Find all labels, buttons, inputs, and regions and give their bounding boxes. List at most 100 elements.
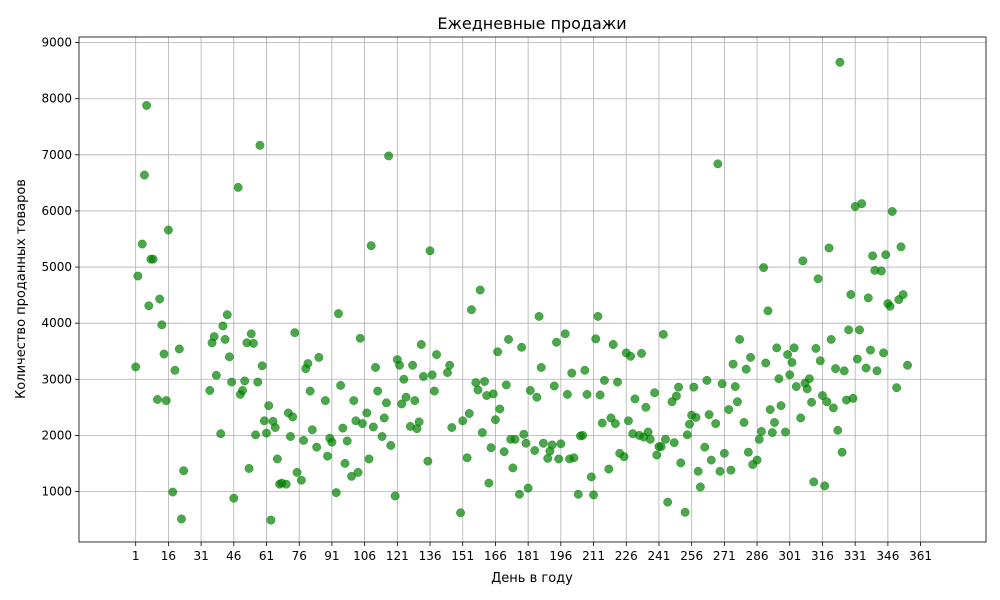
data-point xyxy=(209,332,219,342)
data-point xyxy=(157,320,167,330)
data-point xyxy=(623,416,633,426)
data-point xyxy=(488,389,498,399)
data-point xyxy=(630,394,640,404)
data-point xyxy=(730,382,740,392)
data-point xyxy=(153,395,162,404)
data-point xyxy=(272,454,282,464)
x-tick-label: 286 xyxy=(746,549,769,563)
data-point xyxy=(270,423,280,432)
data-point xyxy=(427,370,437,380)
data-point xyxy=(676,458,686,468)
data-point xyxy=(142,101,152,110)
data-point xyxy=(473,385,483,395)
data-point xyxy=(613,377,622,387)
data-point xyxy=(693,466,703,476)
data-point xyxy=(826,334,836,344)
data-point xyxy=(658,329,668,339)
data-point xyxy=(168,487,178,497)
data-point xyxy=(761,358,771,368)
data-point xyxy=(131,362,141,372)
data-point xyxy=(608,340,618,349)
data-point xyxy=(504,334,513,344)
data-point xyxy=(711,419,721,429)
data-point xyxy=(386,441,396,450)
data-point xyxy=(554,454,564,464)
data-point xyxy=(848,393,858,403)
data-point xyxy=(776,401,786,411)
chart-title: Ежедневные продажи xyxy=(437,14,626,33)
data-point xyxy=(650,388,660,398)
data-point xyxy=(429,386,439,396)
data-point xyxy=(689,382,699,392)
data-point xyxy=(547,440,557,450)
x-tick-label: 136 xyxy=(419,549,442,563)
data-point xyxy=(447,423,457,432)
data-point xyxy=(604,464,614,474)
data-point xyxy=(334,309,343,319)
data-point xyxy=(743,447,753,457)
data-point xyxy=(419,372,428,381)
x-tick-label: 76 xyxy=(292,549,307,563)
data-point xyxy=(220,334,230,344)
data-point xyxy=(499,447,509,457)
x-tick-label: 16 xyxy=(161,549,176,563)
data-point xyxy=(395,360,404,370)
data-point xyxy=(789,343,799,353)
data-point xyxy=(741,364,751,374)
data-point xyxy=(255,140,265,150)
x-tick-label: 166 xyxy=(484,549,507,563)
data-point xyxy=(248,338,258,348)
data-point xyxy=(381,398,391,408)
x-tick-label: 61 xyxy=(259,549,274,563)
data-point xyxy=(663,497,673,507)
data-point xyxy=(514,489,524,499)
data-point xyxy=(759,263,769,273)
data-point xyxy=(669,438,679,448)
data-point xyxy=(726,465,736,475)
data-point xyxy=(456,508,466,518)
data-point xyxy=(578,430,588,440)
data-point xyxy=(770,418,779,427)
data-point xyxy=(719,448,729,458)
data-point xyxy=(861,363,871,373)
data-point xyxy=(560,329,570,339)
x-tick-label: 1 xyxy=(132,549,140,563)
data-point xyxy=(177,514,186,524)
data-point xyxy=(844,325,854,335)
data-point xyxy=(349,396,359,406)
data-point xyxy=(837,447,847,457)
data-point xyxy=(501,380,511,390)
data-point xyxy=(425,246,435,256)
data-point xyxy=(732,397,742,407)
data-point xyxy=(240,376,250,386)
data-point xyxy=(286,432,295,441)
data-point xyxy=(872,366,882,376)
data-point xyxy=(423,456,433,466)
data-point xyxy=(323,451,333,461)
data-point xyxy=(824,243,834,253)
data-point xyxy=(327,437,337,447)
y-tick-label: 8000 xyxy=(41,92,72,106)
data-point xyxy=(342,436,352,446)
data-point xyxy=(739,418,749,427)
data-point xyxy=(357,419,367,429)
data-point xyxy=(307,425,317,435)
x-tick-label: 106 xyxy=(353,549,376,563)
data-point xyxy=(828,403,838,413)
data-point xyxy=(767,428,777,438)
data-point xyxy=(137,239,147,249)
data-point xyxy=(754,434,764,444)
x-tick-label: 346 xyxy=(876,549,899,563)
data-point xyxy=(724,405,734,415)
data-point xyxy=(549,381,559,391)
data-point xyxy=(163,225,173,235)
data-point xyxy=(715,466,725,476)
x-tick-label: 271 xyxy=(713,549,736,563)
data-point xyxy=(798,256,808,266)
data-point xyxy=(532,392,542,402)
data-point xyxy=(229,493,239,503)
data-point xyxy=(682,430,692,440)
data-point xyxy=(266,515,276,525)
data-point xyxy=(780,427,790,437)
data-point xyxy=(486,443,496,453)
